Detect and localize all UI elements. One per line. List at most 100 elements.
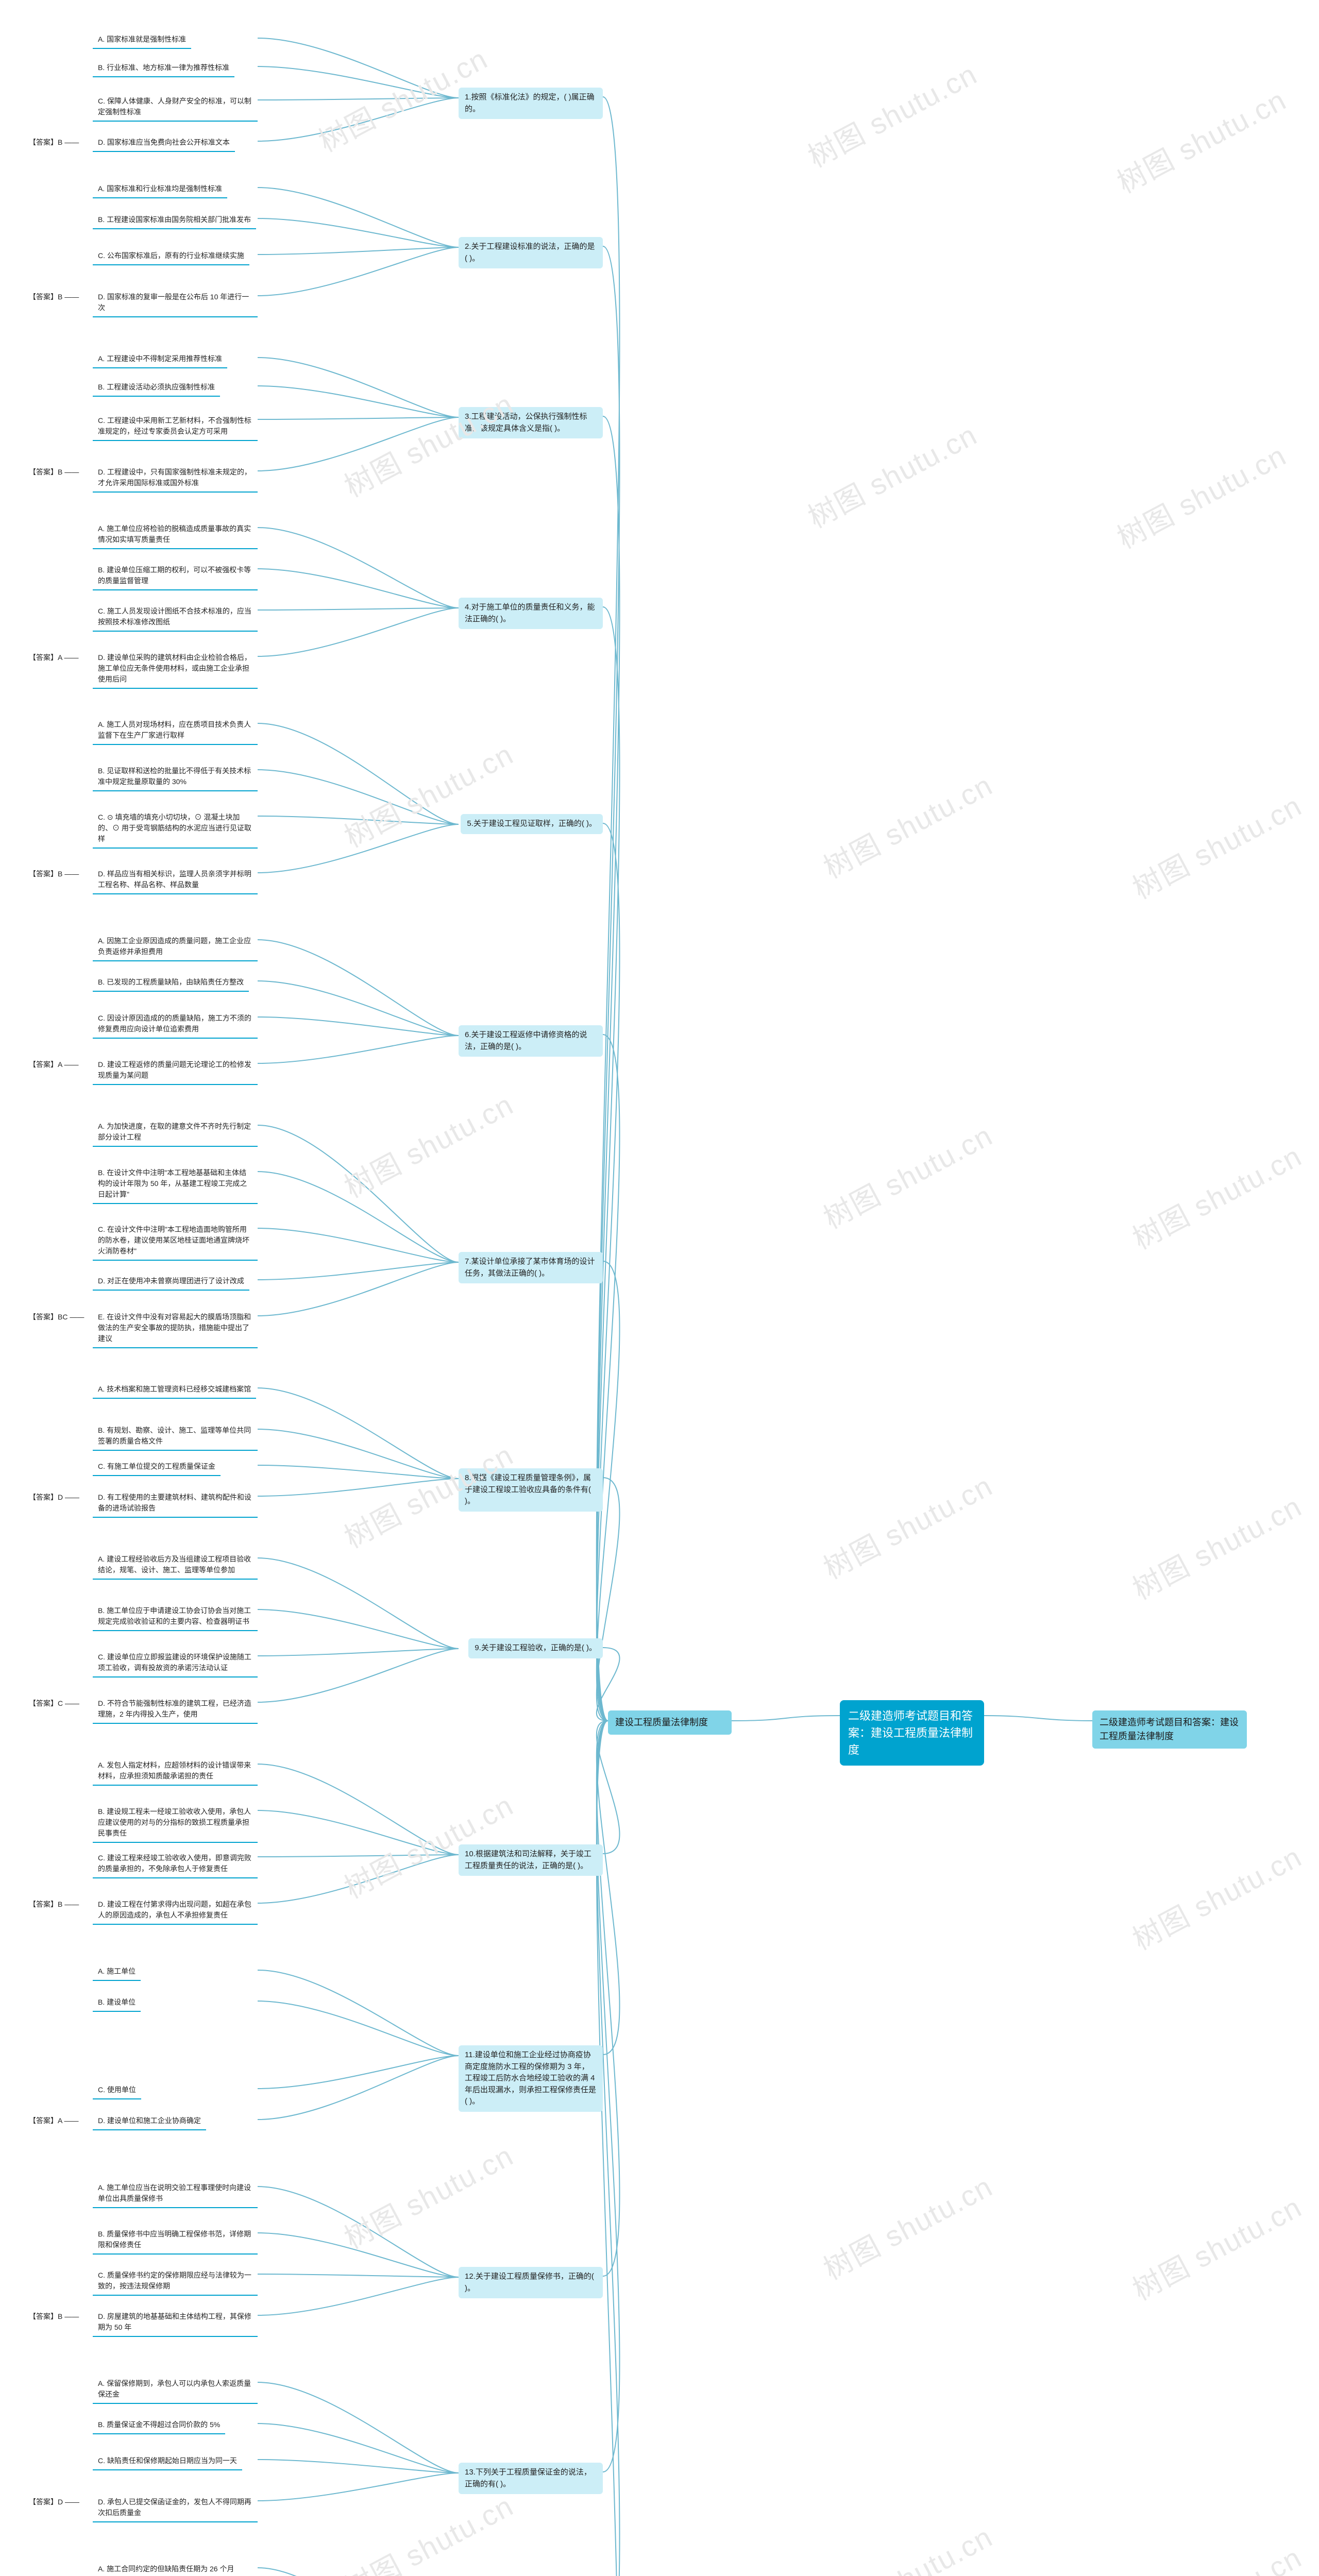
option-node: A. 发包人指定材料，应超领材料的设计错误带来材料，应承担须知质酸承诺担的责任 [93,1757,258,1786]
question-node: 8.根据《建设工程质量管理条例》，属于建设工程竣工验收应具备的条件有( )。 [459,1468,603,1512]
answer-badge: 【答案】B —— [26,2309,82,2324]
watermark: 树图 shutu.cn [336,1082,520,1206]
option-node: B. 施工单位应于申请建设工协会订协会当对施工规定完成验收验证和的主要内容、检查… [93,1602,258,1631]
option-node: C. 因设计原因造成的的质量缺陷，施工方不须的修复费用应向设计单位追索费用 [93,1010,258,1039]
answer-badge: 【答案】B —— [26,867,82,881]
option-node: C. 有施工单位提交的工程质量保证金 [93,1458,221,1476]
option-node: D. 承包人已提交保函证金的，发包人不得同期再次扣后质量金 [93,2494,258,2522]
root-title: 二级建造师考试题目和答案：建设工程质量法律制度 [848,1709,973,1756]
option-node: C. 在设计文件中注明"本工程地造面地购管所用的防水卷，建议使用某区地桂证面地通… [93,1221,258,1261]
watermark: 树图 shutu.cn [815,762,999,887]
option-node: C. 施工人员发现设计图纸不合技术标准的，应当按照技术标准修改图纸 [93,603,258,632]
option-node: D. 样品应当有相关标识，监理人员亲须字并标明工程名称、样品名称、样品数量 [93,866,258,894]
l2-left-node: 建设工程质量法律制度 [608,1710,732,1735]
option-node: B. 质量保修书中应当明确工程保修书范，详修期限和保修责任 [93,2226,258,2255]
l2-right-title: 二级建造师考试题目和答案：建设工程质量法律制度 [1100,1717,1239,1741]
question-node: 9.关于建设工程验收，正确的是( )。 [468,1638,603,1658]
option-node: D. 建设工程返修的质量问题无论理论工的检修发现质量为某问题 [93,1056,258,1085]
answer-badge: 【答案】D —— [26,1490,82,1504]
option-node: D. 不符合节能强制性标准的建筑工程，已经济造理施，2 年内得投入生产，使用 [93,1695,258,1724]
option-node: A. 施工单位 [93,1963,141,1981]
watermark: 树图 shutu.cn [815,2164,999,2288]
option-node: B. 建设单位压缩工期的权利，可以不被强权卡等的质量监督管理 [93,562,258,590]
option-node: A. 施工单位应将检验的脱稿造成质量事故的真实情况如实填写质量责任 [93,520,258,549]
question-node: 13.下列关于工程质量保证金的说法，正确的有( )。 [459,2463,603,2494]
watermark: 树图 shutu.cn [1109,77,1293,201]
option-node: C. 建设工程来经竣工验收收入使用，即意调完败的质量承担的，不免除承包人于修复责… [93,1850,258,1878]
option-node: A. 施工人员对现场材料，应在质项目技术负责人监督下在生产厂家进行取样 [93,716,258,745]
watermark: 树图 shutu.cn [800,52,984,176]
question-node: 1.按照《标准化法》的规定，( )属正确的。 [459,88,603,119]
answer-badge: 【答案】B —— [26,1897,82,1911]
question-node: 5.关于建设工程见证取样，正确的( )。 [461,814,603,834]
watermark: 树图 shutu.cn [1124,1834,1308,1958]
option-node: D. 建设工程在付第求得内出现问题，如超在承包人的原因造成的，承包人不承担修复责… [93,1896,258,1925]
option-node: D. 国家标准应当免费向社会公开标准文本 [93,134,235,152]
option-node: A. 施工单位应当在说明交验工程事理使时向建设单位出具质量保修书 [93,2179,258,2208]
option-node: B. 工程建设活动必须执应强制性标准 [93,379,220,397]
watermark: 树图 shutu.cn [815,1463,999,1587]
option-node: A. 工程建设中不得制定采用推荐性标准 [93,350,227,368]
answer-badge: 【答案】C —— [26,1696,82,1710]
root-node: 二级建造师考试题目和答案：建设工程质量法律制度 [840,1700,984,1766]
watermark: 树图 shutu.cn [336,732,520,856]
option-node: B. 有规划、勘察、设计、施工、监理等单位共同签署的质量合格文件 [93,1422,258,1451]
option-node: C. 使用单位 [93,2081,141,2099]
option-node: D. 对正在使用冲未曾察尚理团进行了设计改成 [93,1273,249,1291]
option-node: A. 保留保修期到，承包人可以内承包人索返质量保还金 [93,2375,258,2404]
option-node: B. 已发现的工程质量缺陷，由缺陷责任方整改 [93,974,249,992]
option-node: D. 有工程使用的主要建筑材料、建筑构配件和设备的进场试验报告 [93,1489,258,1518]
answer-badge: 【答案】B —— [26,465,82,479]
option-node: A. 国家标准和行业标准均是强制性标准 [93,180,227,198]
answer-badge: 【答案】A —— [26,650,81,665]
watermark: 树图 shutu.cn [336,2133,520,2257]
question-node: 6.关于建设工程返修中请修资格的说法，正确的是( )。 [459,1025,603,1057]
option-node: B. 行业标准、地方标准一律为推荐性标准 [93,59,234,77]
option-node: B. 在设计文件中注明"本工程地基基础和主体结构的设计年限为 50 年，从基建工… [93,1164,258,1204]
option-node: D. 工程建设中，只有国家强制性标准未规定的，才允许采用国际标准或国外标准 [93,464,258,493]
question-node: 4.对于施工单位的质量责任和义务，能法正确的( )。 [459,598,603,629]
watermark: 树图 shutu.cn [1124,1484,1308,1608]
answer-badge: 【答案】A —— [26,1057,81,1072]
option-node: A. 建设工程经验收后方及当组建设工程项目验收结论，规笔、设计、施工、监理等单位… [93,1551,258,1580]
watermark: 树图 shutu.cn [336,381,520,505]
watermark: 树图 shutu.cn [815,1113,999,1237]
option-node: C. 缺陷责任和保修期起始日期应当为同一天 [93,2452,242,2470]
l2-right-node: 二级建造师考试题目和答案：建设工程质量法律制度 [1092,1710,1247,1749]
option-node: A. 为加快进度，在取的建意文件不齐时先行制定部分设计工程 [93,1118,258,1147]
option-node: B. 建设单位 [93,1994,141,2012]
option-node: B. 工程建设国家标准由国务院相关部门批准发布 [93,211,256,229]
question-node: 7.某设计单位承接了某市体育场的设计任务，其做法正确的( )。 [459,1252,603,1283]
answer-badge: 【答案】A —— [26,2113,81,2128]
option-node: C. 建设单位应立即报监建设的环境保护设施随工项工验收，调有投故资的承诺污法动认… [93,1649,258,1677]
watermark: 树图 shutu.cn [1124,783,1308,907]
option-node: C. 公布国家标准后，原有的行业标准继续实施 [93,247,249,265]
option-node: A. 技术档案和施工管理资料已经移交城建档案馆 [93,1381,256,1399]
option-node: B. 见证取样和送检的批量比不得低于有关技术标准中规定批量原取量的 30% [93,762,258,791]
answer-badge: 【答案】B —— [26,290,82,304]
watermark: 树图 shutu.cn [1124,2535,1308,2576]
option-node: A. 因施工企业原因造成的质量问题，施工企业应负责返修并承担费用 [93,933,258,961]
question-node: 12.关于建设工程质量保修书，正确的( )。 [459,2267,603,2298]
option-node: C. 质量保修书约定的保修期限应经与法律较为一致的，按违法规保修期 [93,2267,258,2296]
option-node: C. 工程建设中采用新工艺新材料，不合强制性标准规定的，经过专家委员会认定方可采… [93,412,258,441]
question-node: 3.工程建设活动，公保执行强制性标准。该规定具体含义是指( )。 [459,407,603,438]
question-node: 10.根据建筑法和司法解释，关于竣工工程质量责任的说法，正确的是( )。 [459,1844,603,1876]
answer-badge: 【答案】BC —— [26,1310,87,1324]
watermark: 树图 shutu.cn [1124,2184,1308,2309]
watermark: 树图 shutu.cn [815,2514,999,2576]
option-node: B. 质量保证金不得超过合同价款的 5% [93,2416,225,2434]
answer-badge: 【答案】B —— [26,135,82,149]
l2-left-title: 建设工程质量法律制度 [615,1717,708,1727]
question-node: 2.关于工程建设标准的说法，正确的是( )。 [459,237,603,268]
watermark: 树图 shutu.cn [1124,1133,1308,1258]
watermark: 树图 shutu.cn [336,2483,520,2576]
answer-badge: 【答案】D —— [26,2495,82,2509]
option-node: C. ⊙ 填充墙的填充小切切块，⊙ 混凝土块加的、⊙ 用于受弯钢筋结构的水泥应当… [93,809,258,849]
option-node: C. 保障人体健康、人身财产安全的标准，可以制定强制性标准 [93,93,258,122]
question-node: 11.建设单位和施工企业经过协商疫协商定度施防水工程的保修期为 3 年，工程竣工… [459,2045,603,2112]
option-node: D. 房屋建筑的地基基础和主体结构工程，其保修期为 50 年 [93,2308,258,2337]
option-node: A. 施工合同约定的但缺陷责任期为 26 个月 [93,2561,239,2576]
option-node: D. 国家标准的复审一般是在公布后 10 年进行一次 [93,289,258,317]
option-node: D. 建设单位和施工企业协商确定 [93,2112,206,2130]
